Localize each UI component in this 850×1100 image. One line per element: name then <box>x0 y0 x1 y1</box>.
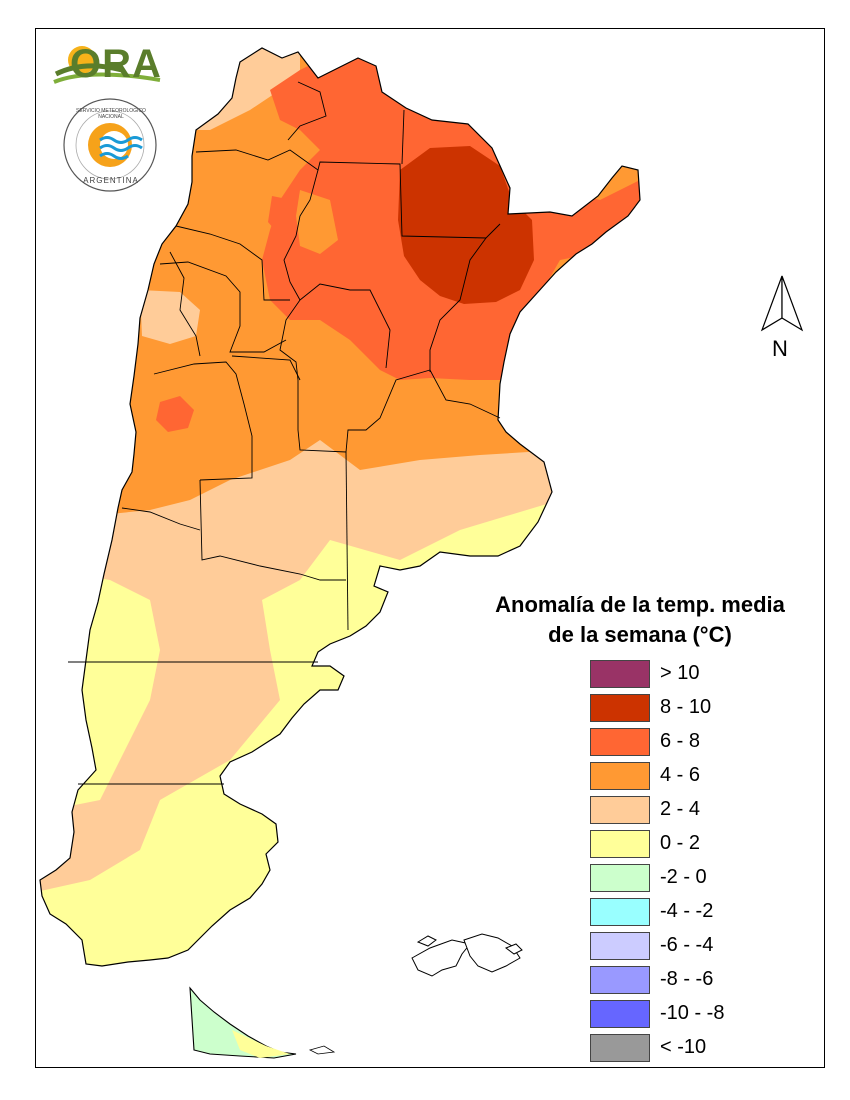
legend-label: < -10 <box>660 1036 707 1058</box>
legend-label: -10 - -8 <box>660 1002 725 1024</box>
legend-item: -10 - -8 <box>590 1000 820 1030</box>
legend-swatch <box>590 898 650 926</box>
legend-swatch <box>590 1034 650 1062</box>
legend-swatch <box>590 762 650 790</box>
legend-label: 6 - 8 <box>660 730 701 752</box>
legend-item: -6 - -4 <box>590 932 820 962</box>
island <box>308 1045 336 1055</box>
legend-label: -4 - -2 <box>660 900 714 922</box>
ora-logo-text: ORA <box>70 42 162 86</box>
country-outline <box>39 47 641 967</box>
legend-label: 0 - 2 <box>660 832 701 854</box>
legend-item: -8 - -6 <box>590 966 820 996</box>
map-frame <box>35 28 825 1068</box>
legend-label: 8 - 10 <box>660 696 712 718</box>
legend-label: 2 - 4 <box>660 798 701 820</box>
legend-label: 4 - 6 <box>660 764 701 786</box>
legend-swatch <box>590 864 650 892</box>
legend-item: -4 - -2 <box>590 898 820 928</box>
legend-swatch <box>590 660 650 688</box>
smn-logo-text-bottom: ARGENTINA <box>83 176 139 185</box>
legend-item: 2 - 4 <box>590 796 820 826</box>
legend-item: -2 - 0 <box>590 864 820 894</box>
legend-item: 4 - 6 <box>590 762 820 792</box>
province-boundaries <box>68 81 501 785</box>
legend-swatch <box>590 1000 650 1028</box>
smn-logo-text-top: SERVICIO METEOROLOGICO NACIONAL <box>76 108 146 120</box>
legend-label: -2 - 0 <box>660 866 707 888</box>
legend-item: 0 - 2 <box>590 830 820 860</box>
legend-item: < -10 <box>590 1034 820 1064</box>
north-label: N <box>772 336 788 361</box>
legend-swatch <box>590 728 650 756</box>
smn-logo-icon <box>63 98 157 192</box>
tierra-del-fuego-yellow <box>232 1030 290 1058</box>
legend-swatch <box>590 932 650 960</box>
legend-title-line2: de la semana (°C) <box>548 622 732 647</box>
legend-label: -8 - -6 <box>660 968 714 990</box>
legend-swatch <box>590 796 650 824</box>
malvinas-islands <box>411 933 523 977</box>
north-arrow-icon <box>760 275 804 332</box>
legend-swatch <box>590 694 650 722</box>
legend-item: > 10 <box>590 660 820 690</box>
legend-swatch <box>590 966 650 994</box>
ora-logo-icon <box>53 46 161 84</box>
legend-label: -6 - -4 <box>660 934 714 956</box>
legend-title-line1: Anomalía de la temp. media <box>495 592 785 617</box>
legend-item: 8 - 10 <box>590 694 820 724</box>
legend-label: > 10 <box>660 662 700 684</box>
legend-item: 6 - 8 <box>590 728 820 758</box>
legend-swatch <box>590 830 650 858</box>
